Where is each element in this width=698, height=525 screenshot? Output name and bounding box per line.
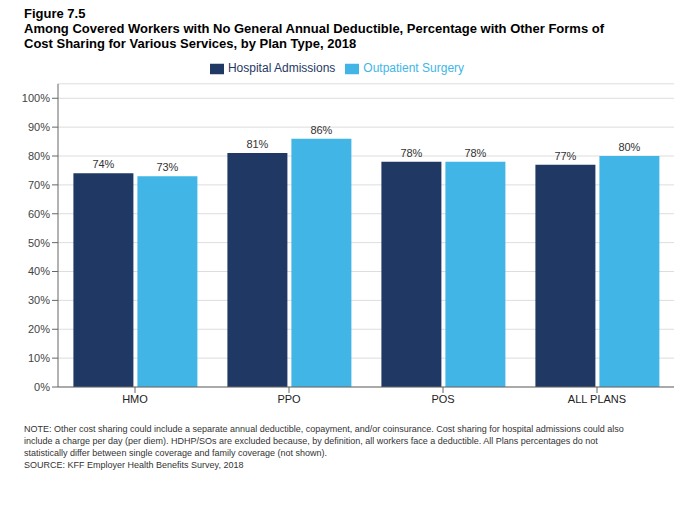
svg-text:40%: 40% [28,265,50,277]
svg-text:90%: 90% [28,121,50,133]
svg-text:ALL PLANS: ALL PLANS [568,393,626,405]
html-text:Figure 7.5: Figure 7.5 [24,6,86,21]
svg-text:86%: 86% [310,124,332,136]
svg-text:74%: 74% [92,158,114,170]
html-text:Among Covered Workers with No: Among Covered Workers with No General An… [24,21,604,36]
svg-text:20%: 20% [28,323,50,335]
svg-text:30%: 30% [28,294,50,306]
svg-text:78%: 78% [464,147,486,159]
svg-text:50%: 50% [28,237,50,249]
svg-text:80%: 80% [618,141,640,153]
html-text:Hospital Admissions: Hospital Admissions [227,61,336,75]
svg-text:60%: 60% [28,208,50,220]
svg-text:73%: 73% [156,161,178,173]
svg-text:78%: 78% [400,147,422,159]
svg-text:POS: POS [431,393,454,405]
html-text:NOTE: Other cost sharing could: NOTE: Other cost sharing could include a… [24,424,624,471]
svg-text:77%: 77% [554,150,576,162]
html-text:Outpatient Surgery: Outpatient Surgery [363,61,465,75]
svg-text:80%: 80% [28,150,50,162]
svg-text:100%: 100% [22,92,50,104]
svg-text:HMO: HMO [122,393,148,405]
svg-text:0%: 0% [34,381,50,393]
html-text:Cost Sharing for Various Servi: Cost Sharing for Various Services, by Pl… [24,36,357,51]
svg-text:81%: 81% [246,138,268,150]
svg-text:10%: 10% [28,352,50,364]
svg-text:PPO: PPO [277,393,301,405]
svg-text:70%: 70% [28,179,50,191]
